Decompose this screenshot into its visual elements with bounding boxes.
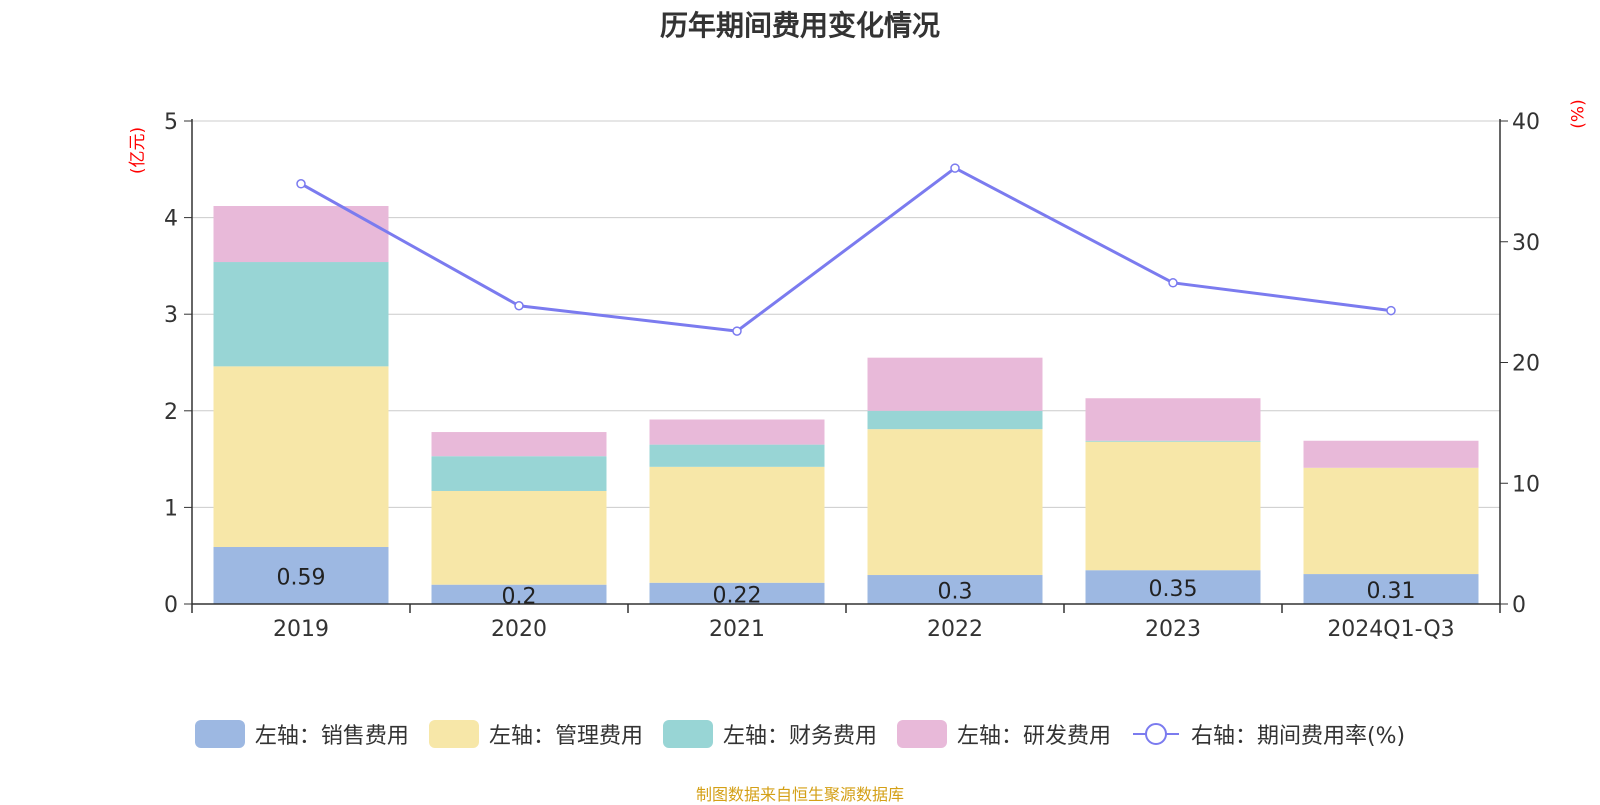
bar-sales (213, 547, 389, 604)
data-source-note: 制图数据来自恒生聚源数据库 (695, 785, 904, 804)
bar-finance (1085, 440, 1261, 442)
bar-data-label: 0.31 (1367, 579, 1416, 604)
y-left-tick-label: 5 (164, 110, 178, 135)
bar-rd (431, 432, 607, 457)
y-left-tick-label: 0 (164, 593, 178, 618)
legend-item-rate[interactable]: 右轴：期间费用率(%) (1131, 718, 1405, 750)
x-tick-label: 2023 (1145, 617, 1201, 642)
bar-data-label: 0.3 (938, 580, 973, 605)
x-tick-label: 2019 (273, 617, 329, 642)
x-tick-label: 2020 (491, 617, 547, 642)
bar-data-label: 0.2 (502, 584, 537, 609)
legend-swatch-finance (662, 720, 713, 748)
y-right-tick-label: 20 (1512, 352, 1540, 377)
rate-point (1386, 305, 1396, 316)
bar-rd (649, 419, 825, 445)
legend: 左轴：销售费用 左轴：管理费用 左轴：财务费用 左轴：研发费用 右轴：期间费用率… (0, 718, 1600, 750)
bar-rd (867, 357, 1043, 411)
bar-rd (213, 206, 389, 263)
bar-admin (649, 466, 825, 583)
bar-admin (867, 429, 1043, 576)
x-tick-label: 2024Q1-Q3 (1327, 617, 1454, 642)
bar-admin (1303, 467, 1479, 575)
legend-swatch-sales (194, 720, 245, 748)
legend-swatch-rd (896, 720, 947, 748)
legend-swatch-admin (428, 720, 479, 748)
legend-item-admin[interactable]: 左轴：管理费用 (428, 718, 643, 750)
bar-data-label: 0.59 (277, 566, 326, 591)
bar-finance (213, 262, 389, 367)
y-right-tick-label: 30 (1512, 231, 1540, 256)
legend-label-admin: 左轴：管理费用 (488, 724, 643, 749)
bar-sales (431, 584, 607, 604)
legend-label-rd: 左轴：研发费用 (956, 724, 1111, 749)
legend-item-rd[interactable]: 左轴：研发费用 (896, 718, 1111, 750)
bar-sales (1085, 570, 1261, 604)
rate-point (950, 163, 960, 173)
bar-rd (1085, 398, 1261, 441)
x-tick-label: 2022 (927, 617, 983, 642)
y-right-tick-label: 40 (1512, 110, 1540, 135)
chart-title: 历年期间费用变化情况 (659, 9, 940, 42)
rate-point (1168, 278, 1178, 288)
y-right-tick-label: 0 (1512, 593, 1526, 618)
bar-finance (867, 410, 1043, 430)
rate-point (296, 179, 306, 189)
rate-line (300, 166, 1392, 333)
bar-rd (1303, 440, 1479, 468)
legend-item-finance[interactable]: 左轴：财务费用 (662, 718, 877, 750)
y-right-tick-label: 10 (1512, 472, 1540, 497)
bar-sales (649, 582, 825, 604)
bar-finance (431, 456, 607, 491)
y-left-tick-label: 3 (164, 303, 178, 328)
legend-label-finance: 左轴：财务费用 (722, 724, 877, 749)
legend-swatch-rate (1131, 720, 1181, 748)
rate-point (514, 300, 524, 311)
bar-data-label: 0.22 (713, 583, 762, 608)
y-left-tick-label: 1 (164, 496, 178, 521)
legend-item-sales[interactable]: 左轴：销售费用 (194, 718, 409, 750)
bar-sales (1303, 574, 1479, 604)
y-left-tick-label: 2 (164, 400, 178, 425)
legend-label-rate: 右轴：期间费用率(%) (1190, 724, 1406, 749)
bar-admin (431, 490, 607, 585)
bar-admin (1085, 441, 1261, 571)
bar-data-label: 0.35 (1149, 577, 1198, 602)
y-left-tick-label: 4 (164, 207, 178, 232)
bar-admin (213, 366, 389, 548)
rate-point (732, 326, 742, 336)
x-tick-label: 2021 (709, 617, 765, 642)
bar-sales (867, 575, 1043, 604)
bar-finance (649, 444, 825, 467)
legend-label-sales: 左轴：销售费用 (254, 724, 409, 749)
